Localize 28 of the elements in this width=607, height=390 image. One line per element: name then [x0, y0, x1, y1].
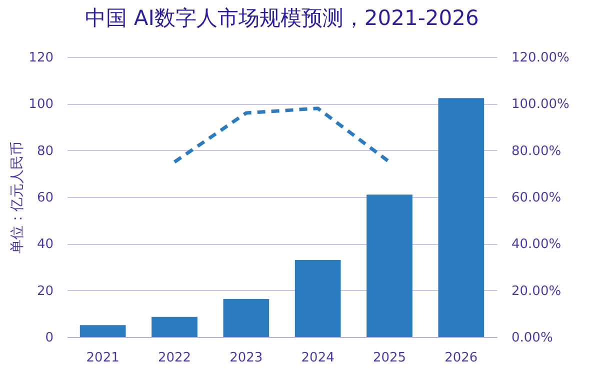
x-tick-label: 2026: [444, 350, 478, 366]
y2-tick-label: 100.00%: [512, 97, 570, 112]
bar: [223, 298, 270, 337]
y-tick-label: 0: [45, 330, 54, 346]
x-tick-label: 2021: [86, 350, 120, 366]
y-axis-title: 单位：亿元人民币: [10, 142, 26, 254]
y-tick-label: 80: [36, 144, 54, 159]
y-tick-label: 60: [36, 190, 54, 206]
y-tick-label: 40: [36, 237, 54, 252]
y2-tick-label: 60.00%: [512, 190, 562, 206]
y-tick-label: 20: [36, 284, 54, 299]
bar: [80, 325, 126, 337]
bar: [366, 194, 412, 337]
y2-tick-label: 0.00%: [512, 330, 553, 346]
x-tick-label: 2023: [230, 350, 263, 366]
y2-tick-label: 40.00%: [512, 237, 562, 252]
x-tick-label: 2024: [301, 350, 334, 366]
y-tick-label: 100: [28, 97, 54, 112]
bar: [438, 98, 484, 337]
y2-tick-label: 120.00%: [512, 50, 570, 66]
bar: [294, 260, 341, 337]
x-tick-label: 2022: [158, 350, 192, 366]
bar: [152, 316, 198, 337]
y2-tick-label: 80.00%: [512, 144, 562, 159]
x-tick-label: 2025: [372, 350, 406, 366]
chart-title: 中国 AI数字人市场规模预测，2021-2026: [85, 6, 479, 30]
y2-tick-label: 20.00%: [512, 284, 562, 299]
y-tick-label: 120: [28, 50, 54, 66]
